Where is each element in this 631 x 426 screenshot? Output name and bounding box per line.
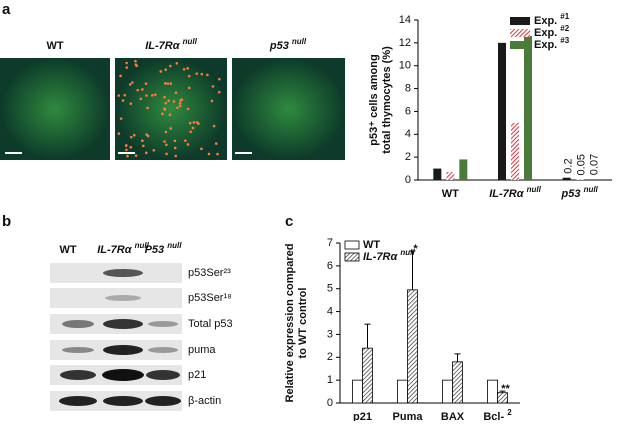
image-label: p53 null [269,37,307,52]
error-bar [499,390,506,393]
y-tick-label: 2 [405,151,411,163]
blot-row: p21 [188,369,206,381]
y-tick-label: 1 [327,374,333,386]
bar [407,289,418,404]
y-tick-label: 8 [405,82,411,94]
bar [352,379,363,404]
error-bar [364,323,371,349]
image-label: WT [46,40,63,52]
blot-row: p53Ser²³ [188,267,231,279]
blot-column: WT [59,244,76,256]
x-tick-label: WT [442,188,459,200]
legend-swatch [510,17,530,25]
annotation: * [413,243,418,255]
value-label: 0.2 [563,158,575,173]
y-tick-label: 2 [327,351,333,363]
y-tick-label: 12 [399,37,411,49]
legend-swatch [344,240,360,250]
image-label: IL-7Rα null [145,37,197,52]
legend-swatch [510,41,530,49]
x-tick-label: Puma [393,411,424,421]
panel-label: c [285,213,293,230]
bar [452,361,463,404]
legend-swatch [510,29,530,37]
legend-label: IL-7Rα null [363,248,415,263]
y-tick-label: 0 [327,397,333,409]
bar [446,172,455,180]
x-tick-label: IL-7Rα null [489,185,541,200]
blot-column: P53 null [145,241,183,256]
bar [487,379,498,404]
annotation: ** [501,383,510,395]
bar [397,379,408,404]
error-bar [454,353,461,362]
bar [575,179,584,180]
bar [588,179,597,180]
y-tick-label: 6 [405,105,411,117]
x-tick-label: p53 null [561,185,599,200]
panel-label: b [2,213,11,230]
bar [442,379,453,404]
y-tick-label: 10 [399,60,411,72]
bar [498,42,506,180]
blot-row: puma [188,344,216,356]
error-bar [409,250,416,290]
legend-label: Exp. #3 [534,36,570,51]
bar [433,168,442,180]
cell-dots [117,59,221,158]
value-label: 0.05 [576,154,588,175]
blot-column: IL-7Rα null [97,241,149,256]
x-tick-label: Bcl- 2 [483,408,512,421]
y-axis-label: p53⁺ cells amongtotal thymocytes (%) [368,46,393,154]
bar [459,159,468,180]
blots [50,263,182,411]
legend-label: Exp. #2 [534,24,570,39]
value-label: 0.07 [589,154,601,175]
micrographs [0,58,345,160]
legend-label: WT [363,239,380,251]
x-tick-label: BAX [441,411,465,421]
y-tick-label: 5 [327,283,333,295]
bar [524,36,532,180]
legend-label: Exp. #1 [534,12,570,27]
y-tick-label: 4 [327,305,333,317]
bar [511,122,519,180]
y-axis-label: Relative expression comparedto WT contro… [284,244,309,403]
blot-row: p53Ser¹⁸ [188,292,232,304]
x-tick-label: p21 [353,411,372,421]
panel-label: a [2,1,11,18]
y-tick-label: 7 [327,237,333,249]
blot-row: β-actin [188,395,221,407]
y-tick-label: 6 [327,260,333,272]
y-tick-label: 0 [405,174,411,186]
legend-swatch [344,252,360,262]
y-tick-label: 4 [405,128,411,140]
bar [362,347,373,404]
y-tick-label: 14 [399,14,411,26]
y-tick-label: 3 [327,328,333,340]
blot-row: Total p53 [188,318,233,330]
bar [562,177,571,180]
